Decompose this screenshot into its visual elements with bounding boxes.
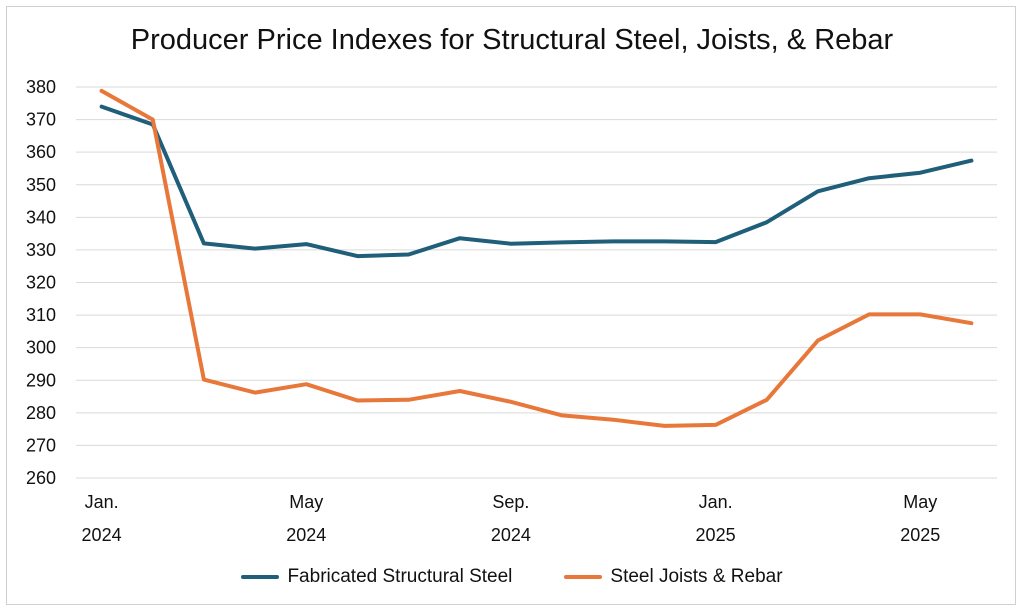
x-tick-label: Jan. bbox=[699, 492, 733, 512]
y-tick-label: 290 bbox=[26, 370, 56, 390]
y-tick-label: 270 bbox=[26, 435, 56, 455]
x-tick-label: Jan. bbox=[85, 492, 119, 512]
legend-label-fabricated-structural-steel: Fabricated Structural Steel bbox=[287, 566, 513, 587]
chart-frame bbox=[6, 6, 1016, 605]
y-tick-label: 360 bbox=[26, 142, 56, 162]
y-tick-label: 350 bbox=[26, 175, 56, 195]
y-tick-label: 380 bbox=[26, 77, 56, 97]
chart-legend: Fabricated Structural Steel Steel Joists… bbox=[0, 566, 1024, 588]
y-tick-label: 310 bbox=[26, 305, 56, 325]
legend-label-steel-joists-rebar: Steel Joists & Rebar bbox=[610, 566, 783, 587]
series-line-steel-joists-rebar bbox=[99, 88, 974, 428]
x-tick-label: Sep. bbox=[492, 492, 529, 512]
y-tick-label: 370 bbox=[26, 110, 56, 130]
legend-swatch-fabricated-structural-steel bbox=[241, 575, 280, 579]
y-tick-label: 330 bbox=[26, 240, 56, 260]
x-tick-label: 2025 bbox=[900, 525, 940, 545]
x-tick-label: 2024 bbox=[286, 525, 326, 545]
chart-title: Producer Price Indexes for Structural St… bbox=[130, 24, 894, 56]
legend-swatch-steel-joists-rebar bbox=[564, 575, 603, 579]
y-tick-label: 260 bbox=[26, 468, 56, 488]
series-line-fabricated-structural-steel bbox=[99, 104, 974, 259]
y-tick-label: 280 bbox=[26, 403, 56, 423]
x-tick-label: 2024 bbox=[491, 525, 531, 545]
legend-item-steel-joists-rebar: Steel Joists & Rebar bbox=[564, 566, 783, 588]
x-tick-label: 2025 bbox=[696, 525, 736, 545]
x-tick-label: May bbox=[289, 492, 323, 512]
x-tick-label: 2024 bbox=[82, 525, 122, 545]
x-tick-label: May bbox=[903, 492, 937, 512]
y-tick-label: 340 bbox=[26, 207, 56, 227]
legend-item-fabricated-structural-steel: Fabricated Structural Steel bbox=[241, 566, 512, 588]
y-tick-label: 320 bbox=[26, 273, 56, 293]
y-tick-label: 300 bbox=[26, 338, 56, 358]
